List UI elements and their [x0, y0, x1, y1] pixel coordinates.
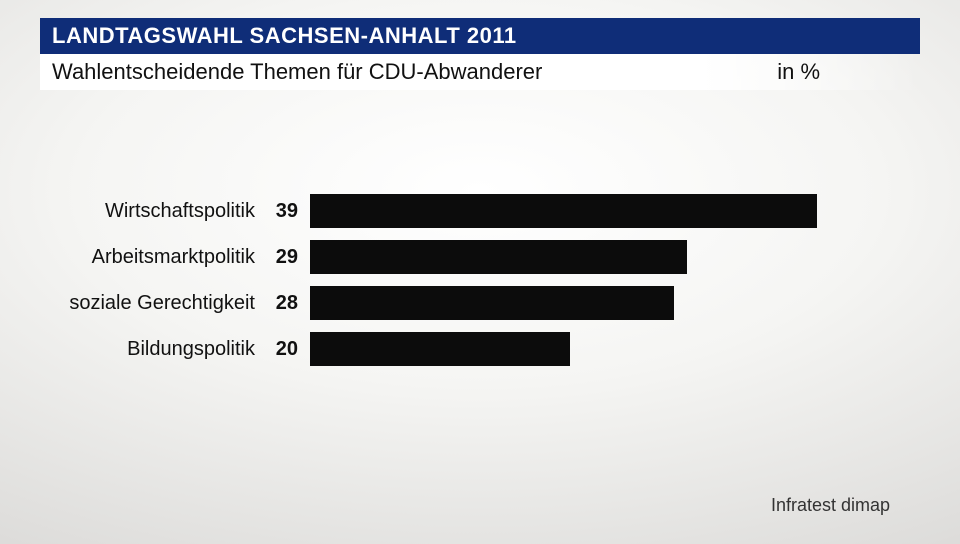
chart-row: Bildungspolitik 20: [40, 328, 920, 370]
row-bar: [310, 194, 817, 228]
row-label: soziale Gerechtigkeit: [40, 292, 265, 315]
source-credit: Infratest dimap: [771, 495, 890, 516]
row-bar: [310, 332, 570, 366]
row-bar-area: [310, 194, 920, 228]
chart-row: soziale Gerechtigkeit 28: [40, 282, 920, 324]
row-value: 20: [265, 338, 310, 361]
row-bar-area: [310, 286, 920, 320]
header-subtitle: Wahlentscheidende Themen für CDU-Abwande…: [52, 59, 542, 85]
chart-row: Arbeitsmarktpolitik 29: [40, 236, 920, 278]
row-bar-area: [310, 240, 920, 274]
header-unit: in %: [777, 59, 820, 85]
row-bar-area: [310, 332, 920, 366]
row-value: 28: [265, 292, 310, 315]
header-subtitle-bar: Wahlentscheidende Themen für CDU-Abwande…: [40, 54, 920, 90]
row-value: 29: [265, 246, 310, 269]
row-value: 39: [265, 200, 310, 223]
row-bar: [310, 240, 687, 274]
row-label: Bildungspolitik: [40, 338, 265, 361]
row-label: Wirtschaftspolitik: [40, 200, 265, 223]
row-label: Arbeitsmarktpolitik: [40, 246, 265, 269]
row-bar: [310, 286, 674, 320]
chart-row: Wirtschaftspolitik 39: [40, 190, 920, 232]
bar-chart: Wirtschaftspolitik 39 Arbeitsmarktpoliti…: [40, 190, 920, 374]
header-title: LANDTAGSWAHL SACHSEN-ANHALT 2011: [52, 23, 517, 49]
header-title-bar: LANDTAGSWAHL SACHSEN-ANHALT 2011: [40, 18, 920, 54]
